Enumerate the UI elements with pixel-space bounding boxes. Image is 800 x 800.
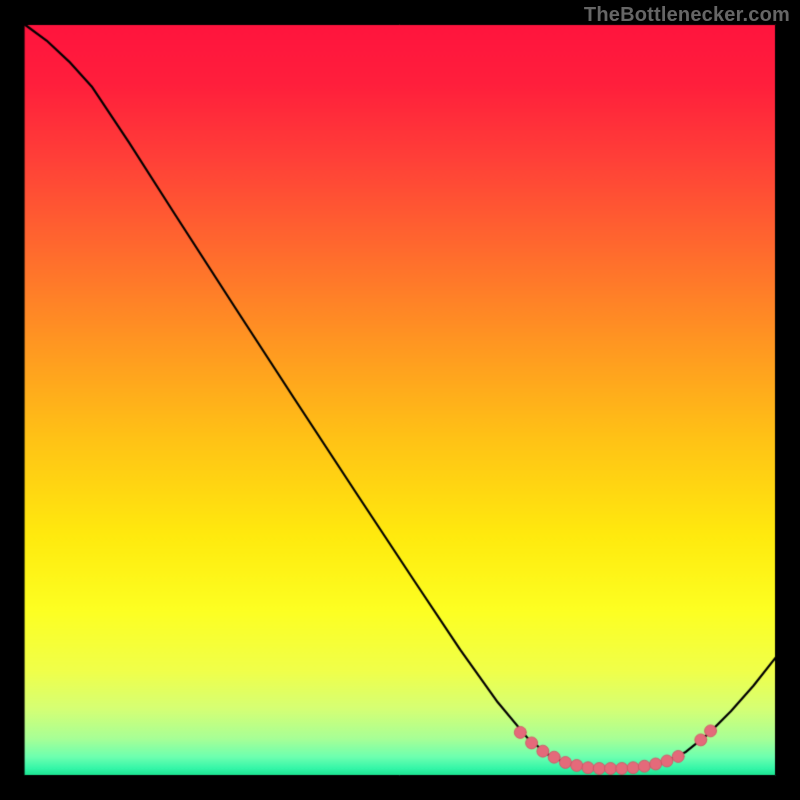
chart-stage: TheBottlenecker.com <box>0 0 800 800</box>
bottleneck-curve-chart <box>0 0 800 800</box>
